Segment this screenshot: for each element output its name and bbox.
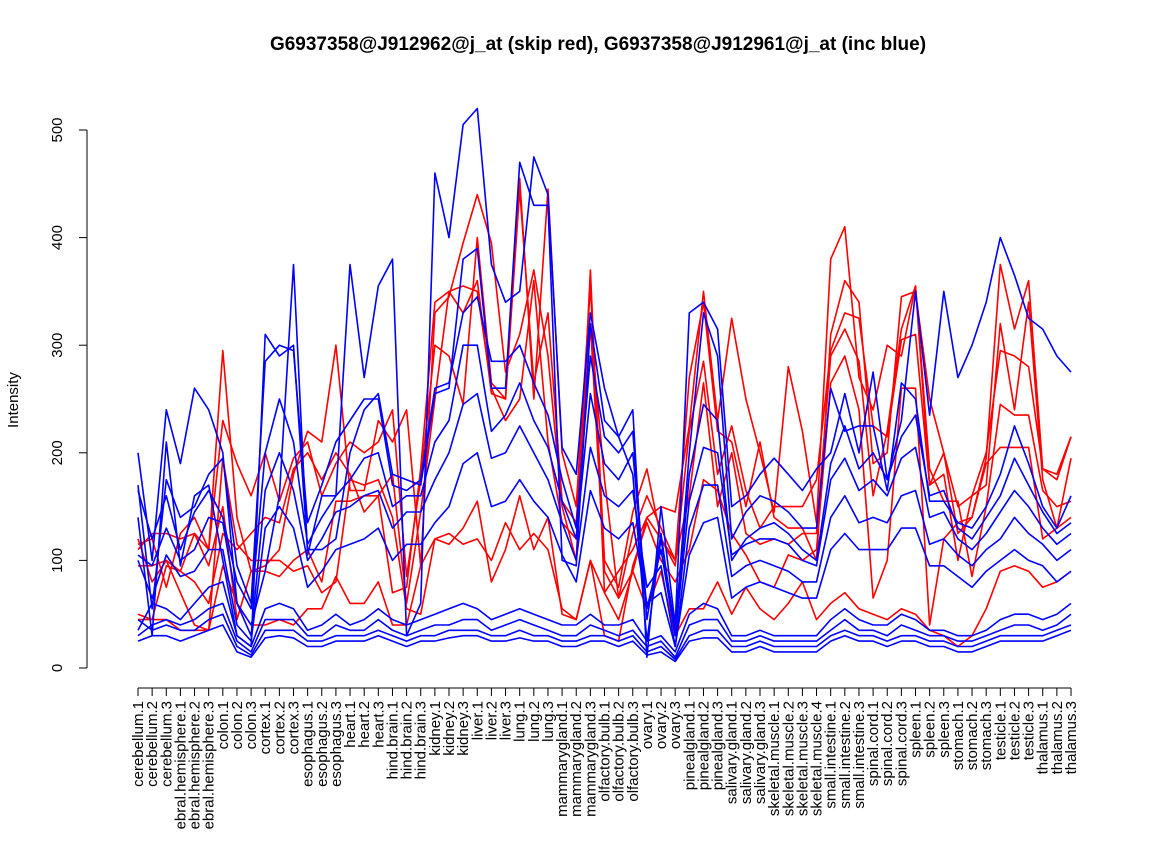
x-tick-label: heart.3 <box>370 701 387 748</box>
x-tick-label: small.intestine.1 <box>823 701 840 809</box>
x-tick-label: colon.3 <box>243 701 260 749</box>
x-tick-label: testicle.3 <box>1021 701 1038 760</box>
x-tick-label: ebral.hemisphere.1 <box>172 701 189 829</box>
x-tick-label: lung.1 <box>512 701 529 742</box>
x-tick-label: cerebellum.2 <box>144 701 161 787</box>
inc-blue-series-line-9 <box>137 295 1072 637</box>
inc-blue-series-line-16 <box>137 624 1072 663</box>
x-tick-label: olfactory.bulb.2 <box>611 701 628 802</box>
x-tick-label: stomach.1 <box>950 701 967 770</box>
x-tick-label: cortex.3 <box>286 701 303 754</box>
x-tick-label: ovary.3 <box>667 701 684 749</box>
inc-blue-series-line-15 <box>137 613 1072 661</box>
x-tick-label: skeletal.muscle.4 <box>809 701 826 816</box>
x-tick-label: hind.brain.2 <box>399 701 416 779</box>
x-tick-label: lung.2 <box>526 701 543 742</box>
x-tick-label: cortex.2 <box>271 701 288 754</box>
inc-blue-series-line-11 <box>137 392 1072 648</box>
x-tick-label: skeletal.muscle.2 <box>780 701 797 816</box>
y-tick-label: 500 <box>49 117 66 142</box>
x-tick-label: cerebellum.3 <box>158 701 175 787</box>
x-tick-label: small.intestine.2 <box>837 701 854 809</box>
inc-blue-series-line-14 <box>137 602 1072 659</box>
x-axis: cerebellum.1cerebellum.2cerebellum.3ebra… <box>130 687 1080 829</box>
inc-blue-series-line-7 <box>137 107 1072 659</box>
x-tick-label: thalamus.3 <box>1063 701 1080 774</box>
x-tick-label: hind.brain.3 <box>413 701 430 779</box>
x-tick-label: salivary.gland.2 <box>738 701 755 804</box>
x-tick-label: small.intestine.3 <box>851 701 868 809</box>
x-tick-label: spleen.2 <box>922 701 939 758</box>
x-tick-label: cerebellum.1 <box>130 701 147 787</box>
x-tick-label: stomach.3 <box>978 701 995 770</box>
x-tick-label: thalamus.1 <box>1035 701 1052 774</box>
x-tick-label: pinealgland.2 <box>695 701 712 790</box>
x-tick-label: stomach.2 <box>964 701 981 770</box>
x-tick-label: pinealgland.3 <box>710 701 727 790</box>
inc-blue-series-line-12 <box>137 451 1072 648</box>
x-tick-label: spinal.cord.3 <box>893 701 910 786</box>
x-tick-label: ovary.2 <box>653 701 670 749</box>
series-layer <box>137 107 1072 663</box>
x-tick-label: liver.3 <box>498 701 515 740</box>
x-tick-label: skeletal.muscle.3 <box>794 701 811 816</box>
inc-blue-series-line-13 <box>137 581 1072 653</box>
x-tick-label: olfactory.bulb.3 <box>625 701 642 802</box>
x-tick-label: kidney.2 <box>441 701 458 756</box>
x-tick-label: mammarygland.1 <box>554 701 571 817</box>
x-tick-label: liver.1 <box>469 701 486 740</box>
x-tick-label: liver.2 <box>483 701 500 740</box>
y-tick-label: 400 <box>49 225 66 250</box>
chart-title: G6937358@J912962@j_at (skip red), G69373… <box>270 34 926 55</box>
skip-red-series-line-6 <box>138 494 1072 648</box>
x-tick-label: pinealgland.1 <box>681 701 698 790</box>
x-tick-label: thalamus.2 <box>1049 701 1066 774</box>
x-tick-label: mammarygland.2 <box>568 701 585 817</box>
x-tick-label: heart.2 <box>356 701 373 748</box>
x-tick-label: skeletal.muscle.1 <box>766 701 783 816</box>
x-tick-label: ebral.hemisphere.3 <box>201 701 218 829</box>
y-tick-label: 0 <box>49 664 66 672</box>
x-tick-label: esophagus.2 <box>314 701 331 787</box>
x-tick-label: colon.2 <box>229 701 246 749</box>
x-tick-label: mammarygland.3 <box>582 701 599 817</box>
skip-red-series-line-1 <box>137 193 1072 594</box>
x-tick-label: salivary.gland.1 <box>724 701 741 804</box>
x-tick-label: cortex.1 <box>257 701 274 754</box>
x-tick-label: testicle.2 <box>1006 701 1023 760</box>
y-tick-label: 200 <box>49 440 66 465</box>
y-axis: 0 100 200 300 400 500 <box>49 117 88 672</box>
x-tick-label: hind.brain.1 <box>384 701 401 779</box>
x-tick-label: kidney.1 <box>427 701 444 756</box>
x-tick-label: esophagus.3 <box>328 701 345 787</box>
y-tick-label: 300 <box>49 333 66 358</box>
x-tick-label: ovary.1 <box>639 701 656 749</box>
x-tick-label: olfactory.bulb.1 <box>597 701 614 802</box>
inc-blue-series-line-10 <box>137 344 1072 637</box>
x-tick-label: spinal.cord.1 <box>865 701 882 786</box>
skip-red-series-line-3 <box>137 279 1072 621</box>
y-tick-label: 100 <box>49 548 66 573</box>
x-tick-label: lung.3 <box>540 701 557 742</box>
x-tick-label: salivary.gland.3 <box>752 701 769 804</box>
x-tick-label: spinal.cord.2 <box>879 701 896 786</box>
x-tick-label: esophagus.1 <box>300 701 317 787</box>
inc-blue-series-line-8 <box>137 161 1072 648</box>
x-tick-label: testicle.1 <box>992 701 1009 760</box>
x-tick-label: kidney.3 <box>455 701 472 756</box>
y-axis-label: Intensity <box>5 372 22 428</box>
x-tick-label: spleen.1 <box>908 701 925 758</box>
skip-red-series-line-4 <box>137 188 1072 621</box>
x-tick-label: ebral.hemisphere.2 <box>187 701 204 829</box>
x-tick-label: spleen.3 <box>936 701 953 758</box>
x-tick-label: colon.1 <box>215 701 232 749</box>
x-tick-label: heart.1 <box>342 701 359 748</box>
